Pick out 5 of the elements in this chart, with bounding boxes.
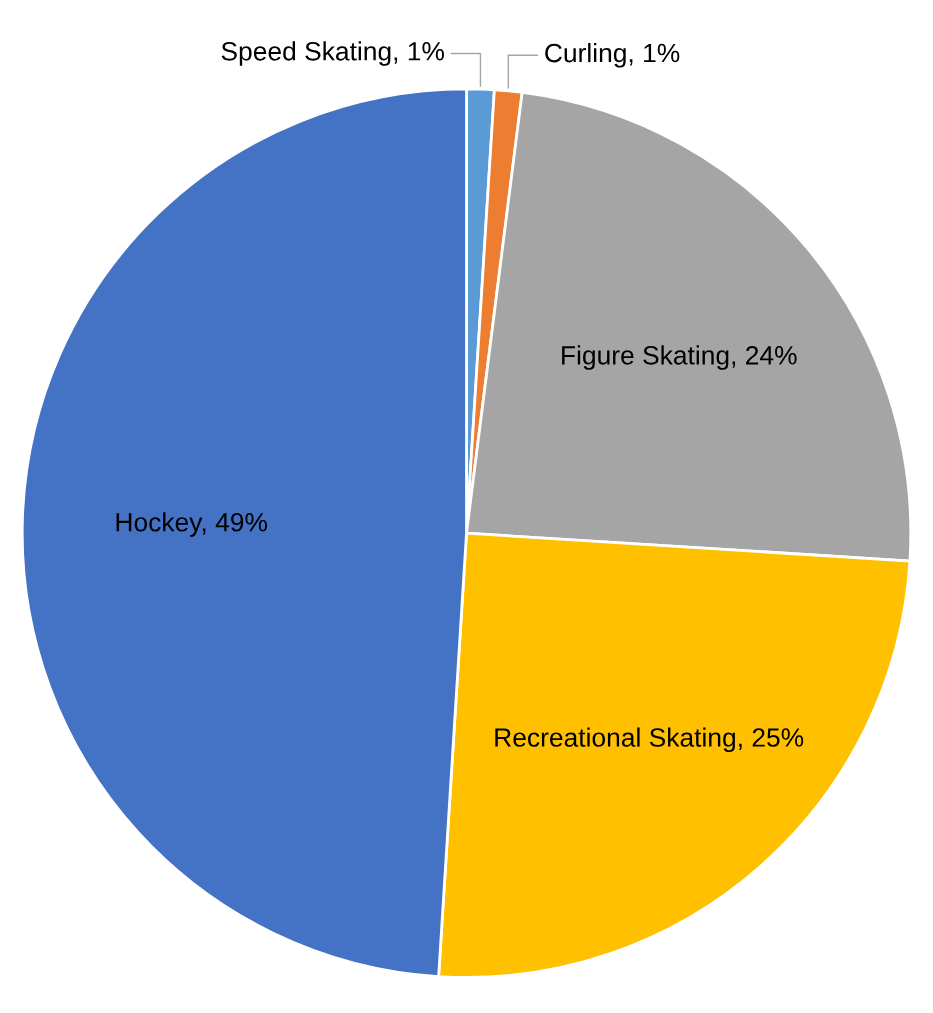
slice-label: Curling, 1% (545, 43, 680, 68)
slice-label: Hockey, 49% (116, 512, 268, 537)
slice-label: Speed Skating, 1% (221, 41, 444, 66)
slice-label: Figure Skating, 24% (562, 345, 797, 370)
slice-label: Recreational Skating, 25% (495, 727, 804, 753)
